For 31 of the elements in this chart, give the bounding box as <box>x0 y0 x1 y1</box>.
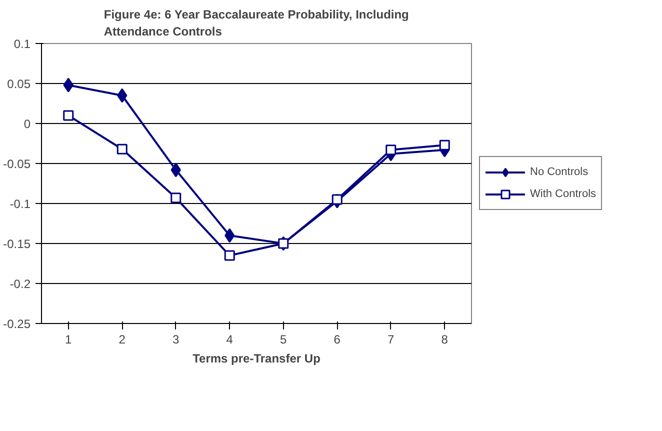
x-tick-label: 7 <box>388 332 395 346</box>
point <box>332 194 342 205</box>
y-tick-label: -0.25 <box>3 317 31 331</box>
y-tick-label: -0.2 <box>10 277 31 291</box>
x-tick-label: 1 <box>65 332 72 346</box>
legend-label: No Controls <box>530 166 588 178</box>
point <box>63 110 74 121</box>
y-tick-label: -0.15 <box>3 237 31 251</box>
x-tick-label: 3 <box>172 332 180 346</box>
point <box>63 78 74 92</box>
point <box>386 144 396 156</box>
point <box>439 140 450 150</box>
point <box>170 192 182 204</box>
point <box>224 228 235 243</box>
x-tick-label: 6 <box>334 332 341 346</box>
y-tick-label: 0 <box>24 117 31 131</box>
y-tick-label: -0.05 <box>3 157 31 171</box>
point <box>224 250 235 261</box>
x-tick-label: 4 <box>226 332 234 346</box>
x-tick-label: 8 <box>441 332 448 346</box>
chart-title: Figure 4e: 6 Year Baccalaureate Probability, Including Attendance Controls <box>104 8 409 38</box>
point <box>170 162 181 178</box>
legend-label: With Controls <box>530 188 596 200</box>
point <box>117 88 128 103</box>
y-tick-label: 0.05 <box>7 77 31 91</box>
x-tick-label: 2 <box>118 332 126 346</box>
y-tick-label: -0.1 <box>10 197 31 211</box>
y-tick-label: 0.1 <box>14 37 31 51</box>
point <box>116 144 128 154</box>
x-axis-title: Terms pre-Transfer Up <box>192 352 320 366</box>
x-tick-label: 5 <box>280 332 288 346</box>
